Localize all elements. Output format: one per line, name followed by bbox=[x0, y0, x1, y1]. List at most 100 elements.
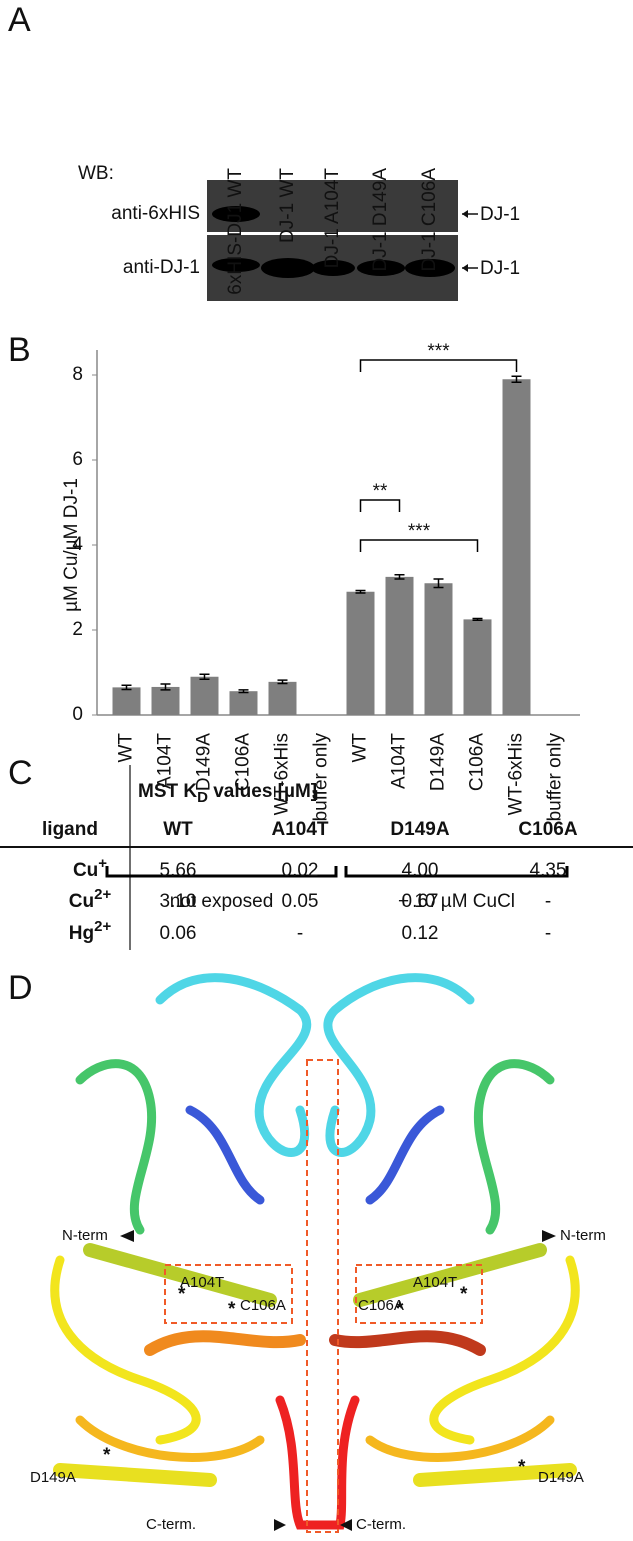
x-tick-label: WT-6xHis bbox=[506, 733, 527, 815]
table-cell: 0.12 bbox=[402, 923, 439, 944]
site-marker: * bbox=[518, 1457, 526, 1478]
error-bar bbox=[277, 679, 288, 685]
y-tick-label: 8 bbox=[72, 364, 83, 385]
y-tick-label: 2 bbox=[72, 619, 83, 640]
structure-label: D149A bbox=[538, 1469, 584, 1486]
x-tick-label: WT-6xHis bbox=[272, 733, 293, 815]
error-bar bbox=[238, 689, 249, 694]
error-bar bbox=[472, 617, 483, 621]
error-bar bbox=[511, 375, 522, 383]
site-marker: * bbox=[460, 1284, 468, 1305]
lane-label: 6xHIS-DJ1 WT bbox=[225, 168, 246, 295]
table-cell: - bbox=[545, 891, 551, 912]
site-marker: * bbox=[228, 1299, 236, 1320]
x-tick-label: A104T bbox=[155, 733, 176, 789]
row-label: anti-6xHIS bbox=[111, 203, 200, 224]
band bbox=[357, 260, 405, 276]
panel-label: C bbox=[8, 754, 33, 792]
structure-label: N-term bbox=[62, 1227, 108, 1244]
panel-label: A bbox=[8, 1, 31, 39]
bar bbox=[385, 576, 414, 715]
column-header: D149A bbox=[390, 819, 449, 840]
bar bbox=[112, 687, 141, 715]
table-title: MST KD values [µM] bbox=[138, 781, 317, 806]
x-tick-label: C106A bbox=[233, 733, 254, 791]
row-label: anti-DJ-1 bbox=[123, 257, 200, 278]
arrow-head bbox=[462, 210, 468, 218]
lane-label: DJ-1 WT bbox=[277, 168, 298, 243]
structure-label: C106A bbox=[358, 1297, 404, 1314]
bar bbox=[229, 691, 258, 715]
panel-label: D bbox=[8, 969, 33, 1007]
significance-label: *** bbox=[427, 341, 450, 362]
significance-bracket bbox=[359, 359, 518, 372]
table-cell: 4.35 bbox=[530, 860, 567, 881]
error-bar bbox=[199, 673, 210, 681]
arrow-head bbox=[120, 1230, 134, 1242]
x-tick-label: WT bbox=[116, 733, 137, 763]
site-marker: * bbox=[396, 1299, 404, 1320]
structure bbox=[50, 973, 580, 1530]
y-tick-label: 0 bbox=[72, 704, 83, 725]
group-label: + 10 µM CuCl bbox=[398, 891, 515, 912]
structure-label: C106A bbox=[240, 1297, 286, 1314]
group-bracket bbox=[344, 866, 569, 878]
lane-label: DJ-1 D149A bbox=[370, 168, 391, 272]
group-label: not exposed bbox=[170, 891, 274, 912]
bar bbox=[346, 591, 375, 715]
structure-label: C-term. bbox=[146, 1516, 196, 1533]
bar bbox=[502, 379, 531, 715]
error-bar bbox=[433, 578, 444, 589]
ligand-element: Hg bbox=[69, 923, 94, 944]
ligand-charge: + bbox=[98, 855, 107, 872]
table-cell: - bbox=[545, 923, 551, 944]
significance-bracket bbox=[359, 499, 401, 512]
arrow-head bbox=[340, 1519, 352, 1531]
bar bbox=[190, 676, 219, 715]
arrow-head bbox=[462, 264, 468, 272]
x-tick-label: C106A bbox=[467, 733, 488, 791]
ligand-charge: 2+ bbox=[94, 918, 111, 935]
table-cell: 0.67 bbox=[402, 891, 439, 912]
ligand-charge: 2+ bbox=[94, 886, 111, 903]
table-cell: 3.10 bbox=[160, 891, 197, 912]
blot bbox=[207, 180, 458, 232]
bar bbox=[151, 686, 180, 715]
x-tick-label: buffer only bbox=[311, 733, 332, 822]
ligand: Cu+ bbox=[73, 855, 107, 881]
bar bbox=[424, 583, 453, 715]
column-header: A104T bbox=[271, 819, 328, 840]
column-header: WT bbox=[163, 819, 193, 840]
x-tick-label: buffer only bbox=[545, 733, 566, 822]
ligand: Hg2+ bbox=[69, 918, 112, 944]
error-bar bbox=[121, 684, 132, 691]
x-tick-label: WT bbox=[350, 733, 371, 763]
group-bracket bbox=[105, 866, 338, 878]
table-cell: - bbox=[297, 923, 303, 944]
structure-label: N-term bbox=[560, 1227, 606, 1244]
column-header: C106A bbox=[518, 819, 577, 840]
significance-label: ** bbox=[373, 481, 388, 502]
band-label: DJ-1 bbox=[480, 204, 520, 225]
band bbox=[405, 259, 455, 277]
y-tick-label: 6 bbox=[72, 449, 83, 470]
lane-label: DJ-1 A104T bbox=[322, 168, 343, 269]
table-cell: 4.00 bbox=[402, 860, 439, 881]
x-tick-label: D149A bbox=[428, 733, 449, 791]
arrow-head bbox=[542, 1230, 556, 1242]
band bbox=[261, 258, 315, 278]
band bbox=[311, 260, 355, 276]
structure-label: D149A bbox=[30, 1469, 76, 1486]
y-axis-label: µM Cu/µM DJ-1 bbox=[61, 478, 82, 612]
arrow-head bbox=[274, 1519, 286, 1531]
panel-label: B bbox=[8, 331, 31, 369]
band bbox=[212, 206, 260, 222]
lane-label: DJ-1 C106A bbox=[419, 168, 440, 272]
ligand-element: Cu bbox=[73, 860, 98, 881]
ligand-element: Cu bbox=[69, 891, 94, 912]
significance-label: *** bbox=[408, 521, 431, 542]
table-cell: 0.06 bbox=[160, 923, 197, 944]
error-bar bbox=[160, 683, 171, 691]
error-bar bbox=[355, 589, 366, 594]
bar bbox=[463, 619, 492, 715]
